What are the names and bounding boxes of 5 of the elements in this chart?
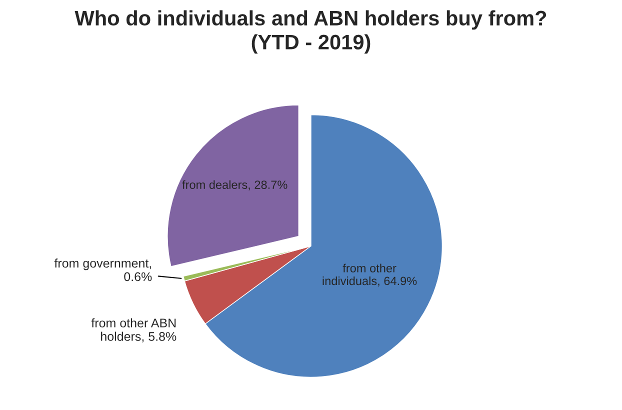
slice-label: from other individuals, 64.9% (322, 264, 417, 287)
slice-label: from government, 0.6% (54, 258, 152, 282)
chart-title: Who do individuals and ABN holders buy from? (YTD - 2019) (74, 10, 546, 54)
slice-label: from other ABN holders, 5.8% (91, 318, 176, 342)
slice-label: from dealers, 28.7% (182, 180, 288, 190)
